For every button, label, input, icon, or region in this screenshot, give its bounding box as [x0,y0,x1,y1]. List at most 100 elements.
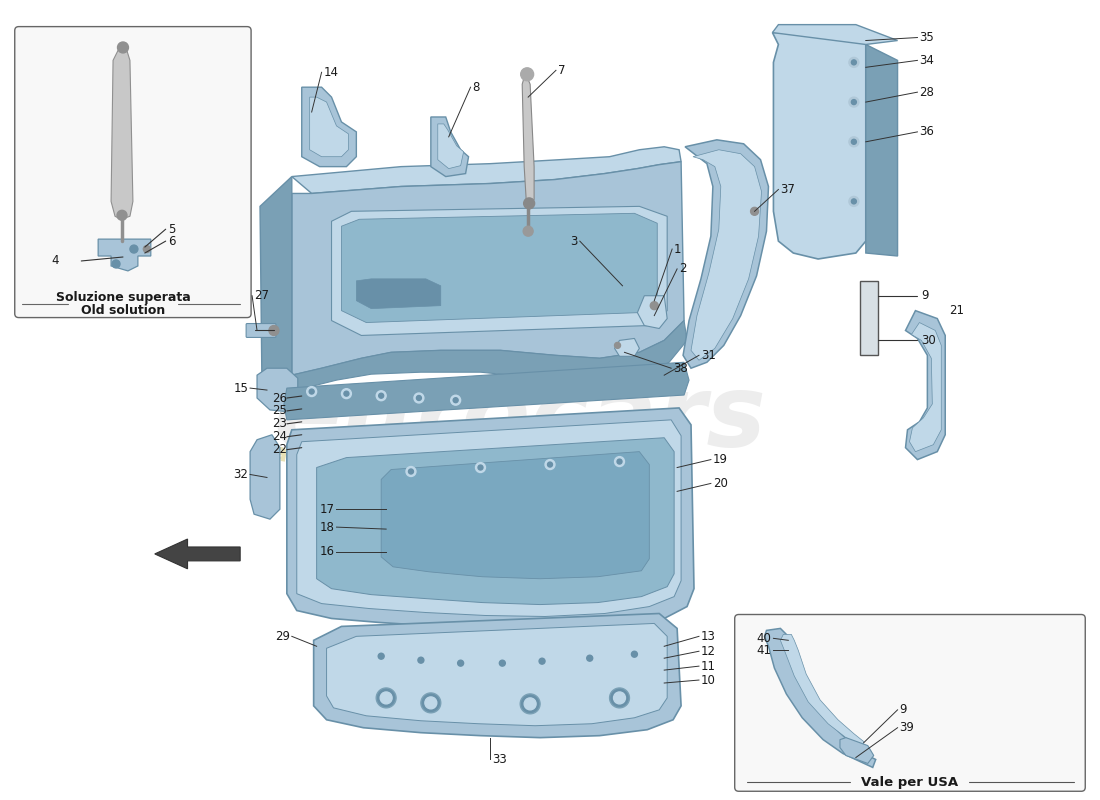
Circle shape [544,459,556,470]
FancyBboxPatch shape [735,614,1086,791]
Text: 1: 1 [674,242,682,255]
Circle shape [615,457,625,466]
Polygon shape [292,162,684,375]
Circle shape [458,660,463,666]
Polygon shape [910,322,942,452]
Polygon shape [866,45,898,256]
Polygon shape [98,239,151,271]
Circle shape [117,210,126,220]
Circle shape [378,654,384,659]
Text: 36: 36 [920,126,934,138]
FancyBboxPatch shape [14,26,251,318]
Polygon shape [257,368,298,412]
Circle shape [520,68,534,81]
Circle shape [849,197,859,206]
Polygon shape [284,362,689,420]
Text: 26: 26 [272,391,287,405]
Circle shape [496,658,508,669]
Polygon shape [780,634,864,750]
Circle shape [524,198,535,209]
Circle shape [307,386,317,397]
Circle shape [851,199,857,204]
Text: 9: 9 [922,290,928,302]
Text: 31: 31 [701,349,716,362]
Circle shape [451,395,461,405]
Polygon shape [155,539,240,569]
Text: 4: 4 [51,254,58,267]
Circle shape [650,302,658,310]
Text: 15: 15 [233,382,249,394]
Text: 8: 8 [473,81,480,94]
Text: 19: 19 [713,453,728,466]
Circle shape [414,393,424,403]
Text: 22: 22 [272,443,287,456]
Circle shape [849,137,859,146]
Polygon shape [637,296,668,329]
Circle shape [376,688,396,708]
Circle shape [849,58,859,67]
Circle shape [849,97,859,107]
Polygon shape [772,33,866,259]
Circle shape [628,648,640,660]
Circle shape [475,462,485,473]
Polygon shape [310,97,349,157]
Circle shape [586,655,593,661]
Circle shape [617,459,621,464]
Text: 9: 9 [900,703,908,716]
Text: 17: 17 [319,502,334,516]
Polygon shape [764,629,876,767]
Polygon shape [327,623,668,726]
Text: 40: 40 [757,632,771,645]
Polygon shape [691,150,761,360]
Polygon shape [331,206,668,335]
Polygon shape [772,25,898,45]
Text: 32: 32 [233,468,249,481]
Circle shape [851,60,857,65]
Circle shape [851,100,857,105]
Text: Soluzione superata: Soluzione superata [56,291,190,304]
Circle shape [454,658,466,669]
Text: 28: 28 [920,86,934,98]
Text: eurocars: eurocars [274,371,767,468]
Circle shape [415,654,427,666]
Circle shape [750,207,759,215]
Circle shape [478,465,483,470]
Circle shape [112,260,120,268]
Polygon shape [250,434,279,519]
Circle shape [536,655,548,667]
Polygon shape [683,140,769,368]
Polygon shape [314,614,681,738]
Circle shape [614,692,626,704]
Text: 21: 21 [949,304,965,317]
Polygon shape [860,281,878,355]
Circle shape [631,651,637,658]
Polygon shape [356,279,441,309]
Text: 30: 30 [922,334,936,347]
Polygon shape [438,124,463,169]
Text: 29: 29 [275,630,289,643]
Circle shape [525,698,536,710]
Text: 41: 41 [757,644,771,657]
Polygon shape [431,117,469,177]
Polygon shape [317,438,674,605]
Polygon shape [301,87,356,166]
Circle shape [375,650,387,662]
Circle shape [344,391,349,396]
Text: 24: 24 [272,430,287,443]
Circle shape [309,389,315,394]
Polygon shape [905,310,945,459]
Circle shape [548,462,552,467]
Circle shape [381,692,392,704]
Polygon shape [292,321,688,390]
Text: 11: 11 [701,660,716,673]
Circle shape [143,246,151,253]
Polygon shape [111,45,133,219]
Text: 12: 12 [701,645,716,658]
Circle shape [609,688,629,708]
Polygon shape [287,408,694,630]
Text: Old solution: Old solution [81,304,165,317]
Text: 37: 37 [780,183,795,196]
Text: 18: 18 [320,521,334,534]
Circle shape [406,466,416,477]
Circle shape [341,389,351,398]
